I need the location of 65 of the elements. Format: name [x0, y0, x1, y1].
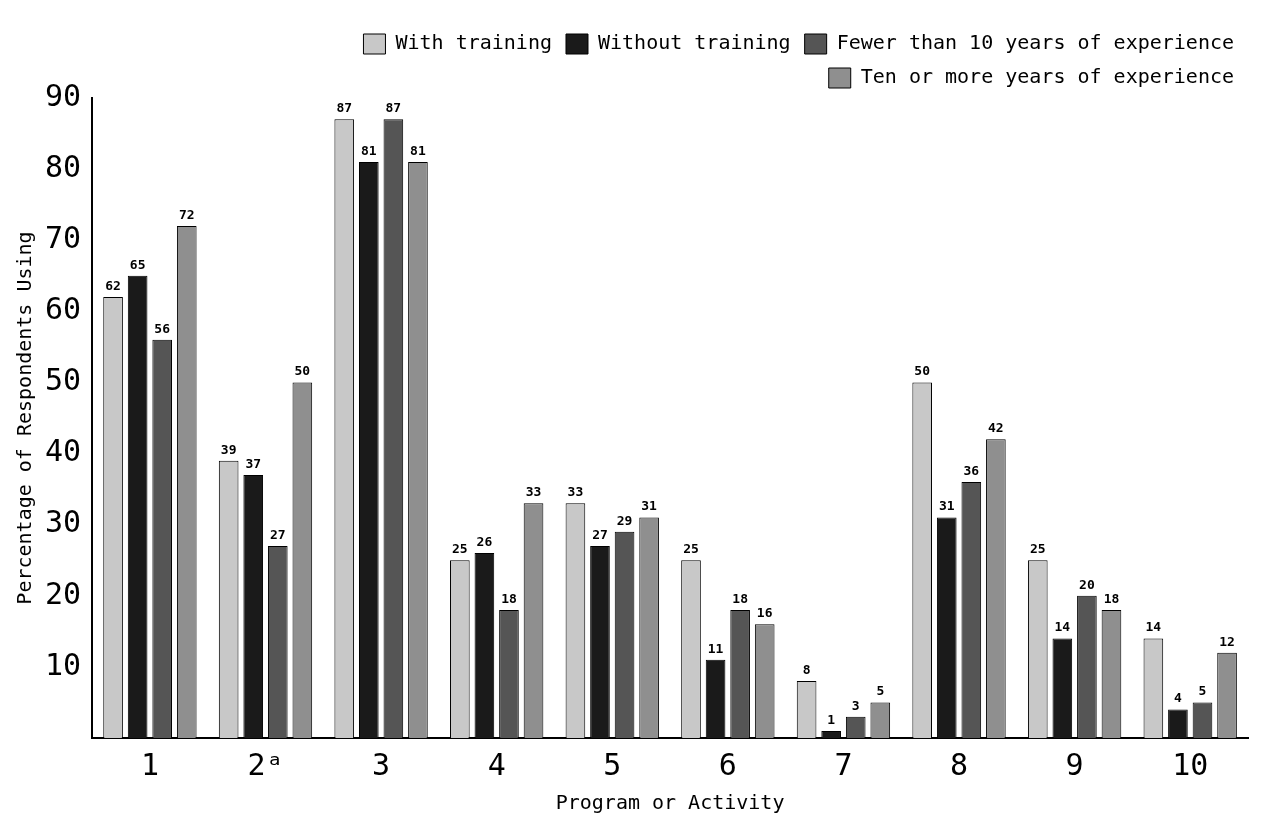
data-label: 87	[336, 100, 353, 116]
x-tick-label: 7	[834, 746, 853, 782]
y-tick-label: 10	[45, 646, 82, 682]
x-axis-title: Program or Activity	[555, 790, 785, 815]
data-label: 20	[1079, 576, 1095, 592]
data-label: 39	[220, 441, 237, 457]
y-tick-label: 50	[45, 362, 82, 398]
data-label: 25	[1029, 541, 1046, 557]
data-label: 18	[732, 590, 749, 606]
y-tick-label: 20	[45, 575, 82, 611]
data-label: 33	[567, 484, 584, 500]
x-tick-label: 5	[603, 746, 622, 782]
y-tick-label: 90	[45, 77, 82, 113]
data-label: 26	[476, 533, 493, 549]
x-tick-label: 8	[950, 746, 969, 782]
data-label: 8	[802, 661, 811, 677]
data-label: 81	[360, 142, 377, 158]
legend-label: Without training	[597, 30, 791, 55]
data-label: 37	[245, 455, 262, 471]
data-label: 18	[1103, 590, 1120, 606]
x-tick-label: 9	[1065, 746, 1084, 782]
data-label: 25	[452, 541, 468, 557]
data-label: 81	[410, 142, 426, 158]
data-label: 50	[914, 363, 931, 379]
data-label: 62	[105, 277, 121, 293]
x-tick-label: 4	[487, 746, 506, 782]
data-label: 29	[616, 512, 633, 528]
data-label: 3	[851, 697, 860, 713]
data-label: 12	[1219, 633, 1235, 649]
data-label: 5	[1198, 683, 1207, 699]
y-tick-label: 70	[45, 220, 82, 256]
data-label: 87	[385, 100, 402, 116]
legend-label: Ten or more years of experience	[860, 64, 1235, 89]
x-tick-label: 6	[718, 746, 737, 782]
data-label: 11	[707, 640, 724, 656]
data-label: 25	[683, 541, 699, 557]
legend-label: Fewer than 10 years of experience	[836, 30, 1235, 55]
x-tick-label: 10	[1172, 746, 1209, 782]
y-tick-label: 80	[45, 148, 82, 184]
y-tick-label: 30	[45, 504, 82, 540]
data-label: 14	[1145, 619, 1162, 635]
data-label: 33	[525, 484, 542, 500]
data-label: 1	[827, 711, 836, 727]
data-label: 27	[592, 526, 608, 542]
data-label: 16	[756, 605, 773, 621]
data-label: 36	[963, 462, 980, 478]
data-label: 72	[178, 206, 195, 222]
data-label: 31	[938, 498, 955, 514]
x-tick-label: 2ᵃ	[247, 746, 284, 782]
data-label: 65	[129, 256, 146, 272]
legend-label: With training	[395, 30, 552, 55]
data-label: 18	[501, 590, 517, 606]
data-label: 14	[1054, 619, 1071, 635]
data-label: 50	[294, 363, 311, 379]
data-label: 5	[876, 683, 885, 699]
x-tick-label: 1	[140, 746, 159, 782]
data-label: 4	[1174, 690, 1183, 706]
data-label: 31	[641, 498, 658, 514]
y-tick-label: 40	[45, 433, 82, 469]
data-label: 42	[988, 420, 1004, 436]
y-axis-title: Percentage of Respondents Using	[12, 231, 37, 605]
data-label: 27	[269, 526, 286, 542]
x-tick-label: 3	[372, 746, 391, 782]
data-label: 56	[154, 320, 171, 336]
y-tick-label: 60	[45, 291, 82, 327]
